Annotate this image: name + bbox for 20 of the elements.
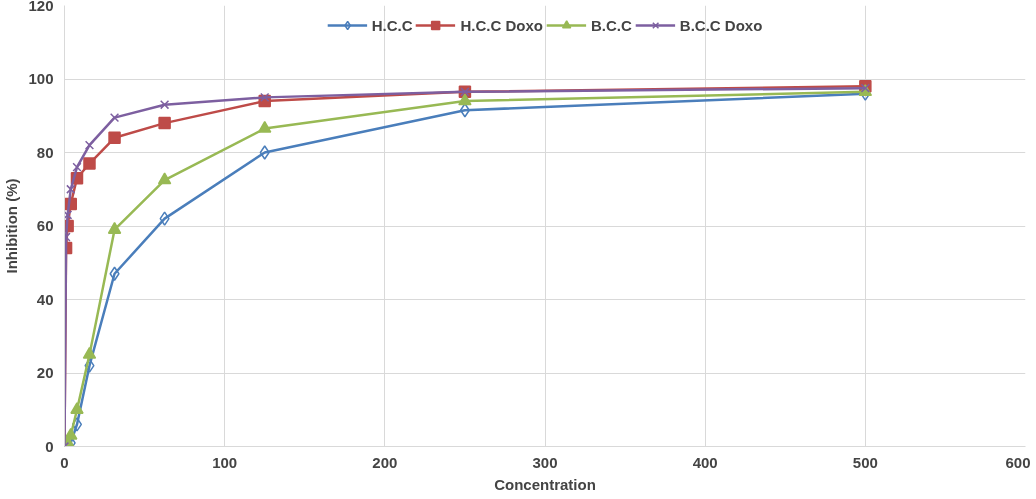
x-tick-label: 400 bbox=[692, 453, 718, 471]
y-tick-label: 40 bbox=[36, 290, 54, 308]
y-tick-label: 120 bbox=[28, 0, 54, 14]
x-tick-label: 600 bbox=[1005, 453, 1031, 471]
x-tick-label: 500 bbox=[852, 453, 878, 471]
legend-label: B.C.C bbox=[591, 16, 632, 34]
y-axis-title: Inhibition (%) bbox=[3, 178, 21, 274]
y-tick-label: 20 bbox=[36, 364, 54, 381]
legend-label: H.C.C Doxo bbox=[460, 16, 543, 34]
legend-label: B.C.C Doxo bbox=[679, 16, 763, 34]
x-tick-label: 300 bbox=[532, 453, 558, 471]
y-tick-label: 60 bbox=[36, 217, 54, 234]
y-tick-label: 80 bbox=[36, 143, 54, 161]
x-tick-label: 200 bbox=[372, 453, 398, 471]
y-tick-label: 100 bbox=[28, 70, 54, 87]
x-axis-title: Concentration bbox=[494, 475, 596, 493]
x-tick-label: 100 bbox=[212, 453, 238, 471]
x-tick-label: 0 bbox=[60, 453, 69, 471]
legend-label: H.C.C bbox=[371, 16, 413, 34]
y-tick-label: 0 bbox=[45, 437, 54, 455]
